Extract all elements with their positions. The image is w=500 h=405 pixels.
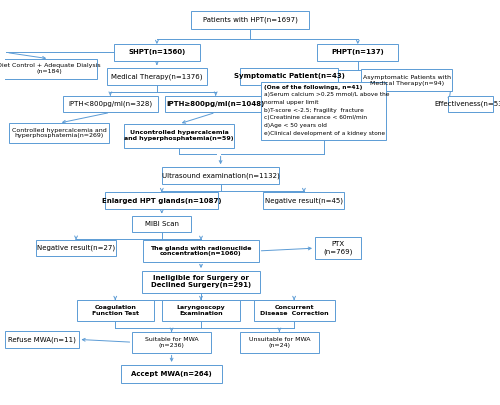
Text: Controlled hypercalcemia and
hyperphosphatemia(n=269): Controlled hypercalcemia and hyperphosph… bbox=[12, 128, 106, 139]
Text: MIBI Scan: MIBI Scan bbox=[145, 221, 179, 227]
Text: Enlarged HPT glands(n=1087): Enlarged HPT glands(n=1087) bbox=[102, 198, 222, 204]
FancyBboxPatch shape bbox=[114, 44, 200, 61]
Text: Ultrasound examination(n=1132): Ultrasound examination(n=1132) bbox=[162, 172, 280, 179]
FancyBboxPatch shape bbox=[191, 11, 309, 29]
Text: e)Clinical development of a kidney stone: e)Clinical development of a kidney stone bbox=[264, 130, 385, 136]
FancyBboxPatch shape bbox=[8, 123, 109, 143]
FancyBboxPatch shape bbox=[318, 44, 398, 61]
FancyBboxPatch shape bbox=[106, 68, 207, 85]
Text: Unsuitable for MWA
(n=24): Unsuitable for MWA (n=24) bbox=[248, 337, 310, 347]
Text: Uncontrolled hypercalcemia
and hyperphosphatemia(n=59): Uncontrolled hypercalcemia and hyperphos… bbox=[124, 130, 234, 141]
Text: Suitable for MWA
(n=236): Suitable for MWA (n=236) bbox=[145, 337, 199, 347]
Text: Negative result(n=45): Negative result(n=45) bbox=[265, 197, 343, 204]
FancyBboxPatch shape bbox=[448, 96, 492, 113]
FancyBboxPatch shape bbox=[144, 240, 258, 262]
Text: SHPT(n=1560): SHPT(n=1560) bbox=[128, 49, 186, 55]
Text: d)Age < 50 years old: d)Age < 50 years old bbox=[264, 123, 327, 128]
FancyBboxPatch shape bbox=[166, 96, 266, 113]
FancyBboxPatch shape bbox=[264, 192, 344, 209]
FancyBboxPatch shape bbox=[124, 124, 234, 148]
Text: PHPT(n=137): PHPT(n=137) bbox=[332, 49, 384, 55]
Text: a)Serum calcium >0.25 mmol/L above the: a)Serum calcium >0.25 mmol/L above the bbox=[264, 92, 390, 97]
Text: Negative result(n=27): Negative result(n=27) bbox=[37, 245, 115, 252]
Text: (One of the followings, n=41): (One of the followings, n=41) bbox=[264, 85, 362, 90]
FancyBboxPatch shape bbox=[76, 300, 154, 321]
Text: PTX
(n=769): PTX (n=769) bbox=[324, 241, 353, 255]
FancyBboxPatch shape bbox=[106, 192, 218, 209]
Text: iPTH<800pg/ml(n=328): iPTH<800pg/ml(n=328) bbox=[68, 101, 152, 107]
FancyBboxPatch shape bbox=[315, 237, 362, 259]
FancyBboxPatch shape bbox=[362, 69, 452, 91]
Text: The glands with radionuclide
concentration(n=1060): The glands with radionuclide concentrati… bbox=[150, 245, 252, 256]
FancyBboxPatch shape bbox=[240, 68, 338, 85]
FancyBboxPatch shape bbox=[132, 216, 191, 232]
FancyBboxPatch shape bbox=[36, 240, 117, 256]
FancyBboxPatch shape bbox=[240, 332, 318, 352]
FancyBboxPatch shape bbox=[5, 331, 78, 348]
Text: Asymptomatic Patients with
Medical Therapy(n=94): Asymptomatic Patients with Medical Thera… bbox=[363, 75, 451, 85]
FancyBboxPatch shape bbox=[261, 83, 386, 140]
Text: Patients with HPT(n=1697): Patients with HPT(n=1697) bbox=[202, 17, 298, 23]
FancyBboxPatch shape bbox=[142, 271, 260, 293]
Text: iPTH≥800pg/ml(n=1048): iPTH≥800pg/ml(n=1048) bbox=[166, 101, 265, 107]
Text: Medical Therapy(n=1376): Medical Therapy(n=1376) bbox=[111, 73, 202, 79]
Text: b)T-score <-2.5; Fragility  fracture: b)T-score <-2.5; Fragility fracture bbox=[264, 108, 364, 113]
Text: Ineligible for Surgery or
Declined Surgery(n=291): Ineligible for Surgery or Declined Surge… bbox=[151, 275, 251, 288]
Text: Refuse MWA(n=11): Refuse MWA(n=11) bbox=[8, 336, 76, 343]
Text: Coagulation
Function Test: Coagulation Function Test bbox=[92, 305, 139, 316]
FancyBboxPatch shape bbox=[162, 167, 280, 184]
Text: Concurrent
Disease  Correction: Concurrent Disease Correction bbox=[260, 305, 328, 316]
Text: Accept MWA(n=264): Accept MWA(n=264) bbox=[131, 371, 212, 377]
Text: Laryngoscopy
Examination: Laryngoscopy Examination bbox=[176, 305, 226, 316]
Text: Diet Control + Adequate Dialysis
(n=184): Diet Control + Adequate Dialysis (n=184) bbox=[0, 63, 101, 74]
Text: Symptomatic Patient(n=43): Symptomatic Patient(n=43) bbox=[234, 73, 344, 79]
FancyBboxPatch shape bbox=[162, 300, 240, 321]
Text: c)Creatinine clearance < 60ml/min: c)Creatinine clearance < 60ml/min bbox=[264, 115, 367, 120]
Text: Effectiveness(n=53): Effectiveness(n=53) bbox=[435, 101, 500, 107]
FancyBboxPatch shape bbox=[62, 96, 158, 113]
FancyBboxPatch shape bbox=[132, 332, 211, 352]
FancyBboxPatch shape bbox=[2, 59, 97, 79]
Text: normal upper limit: normal upper limit bbox=[264, 100, 318, 105]
FancyBboxPatch shape bbox=[122, 365, 222, 383]
FancyBboxPatch shape bbox=[254, 300, 334, 321]
